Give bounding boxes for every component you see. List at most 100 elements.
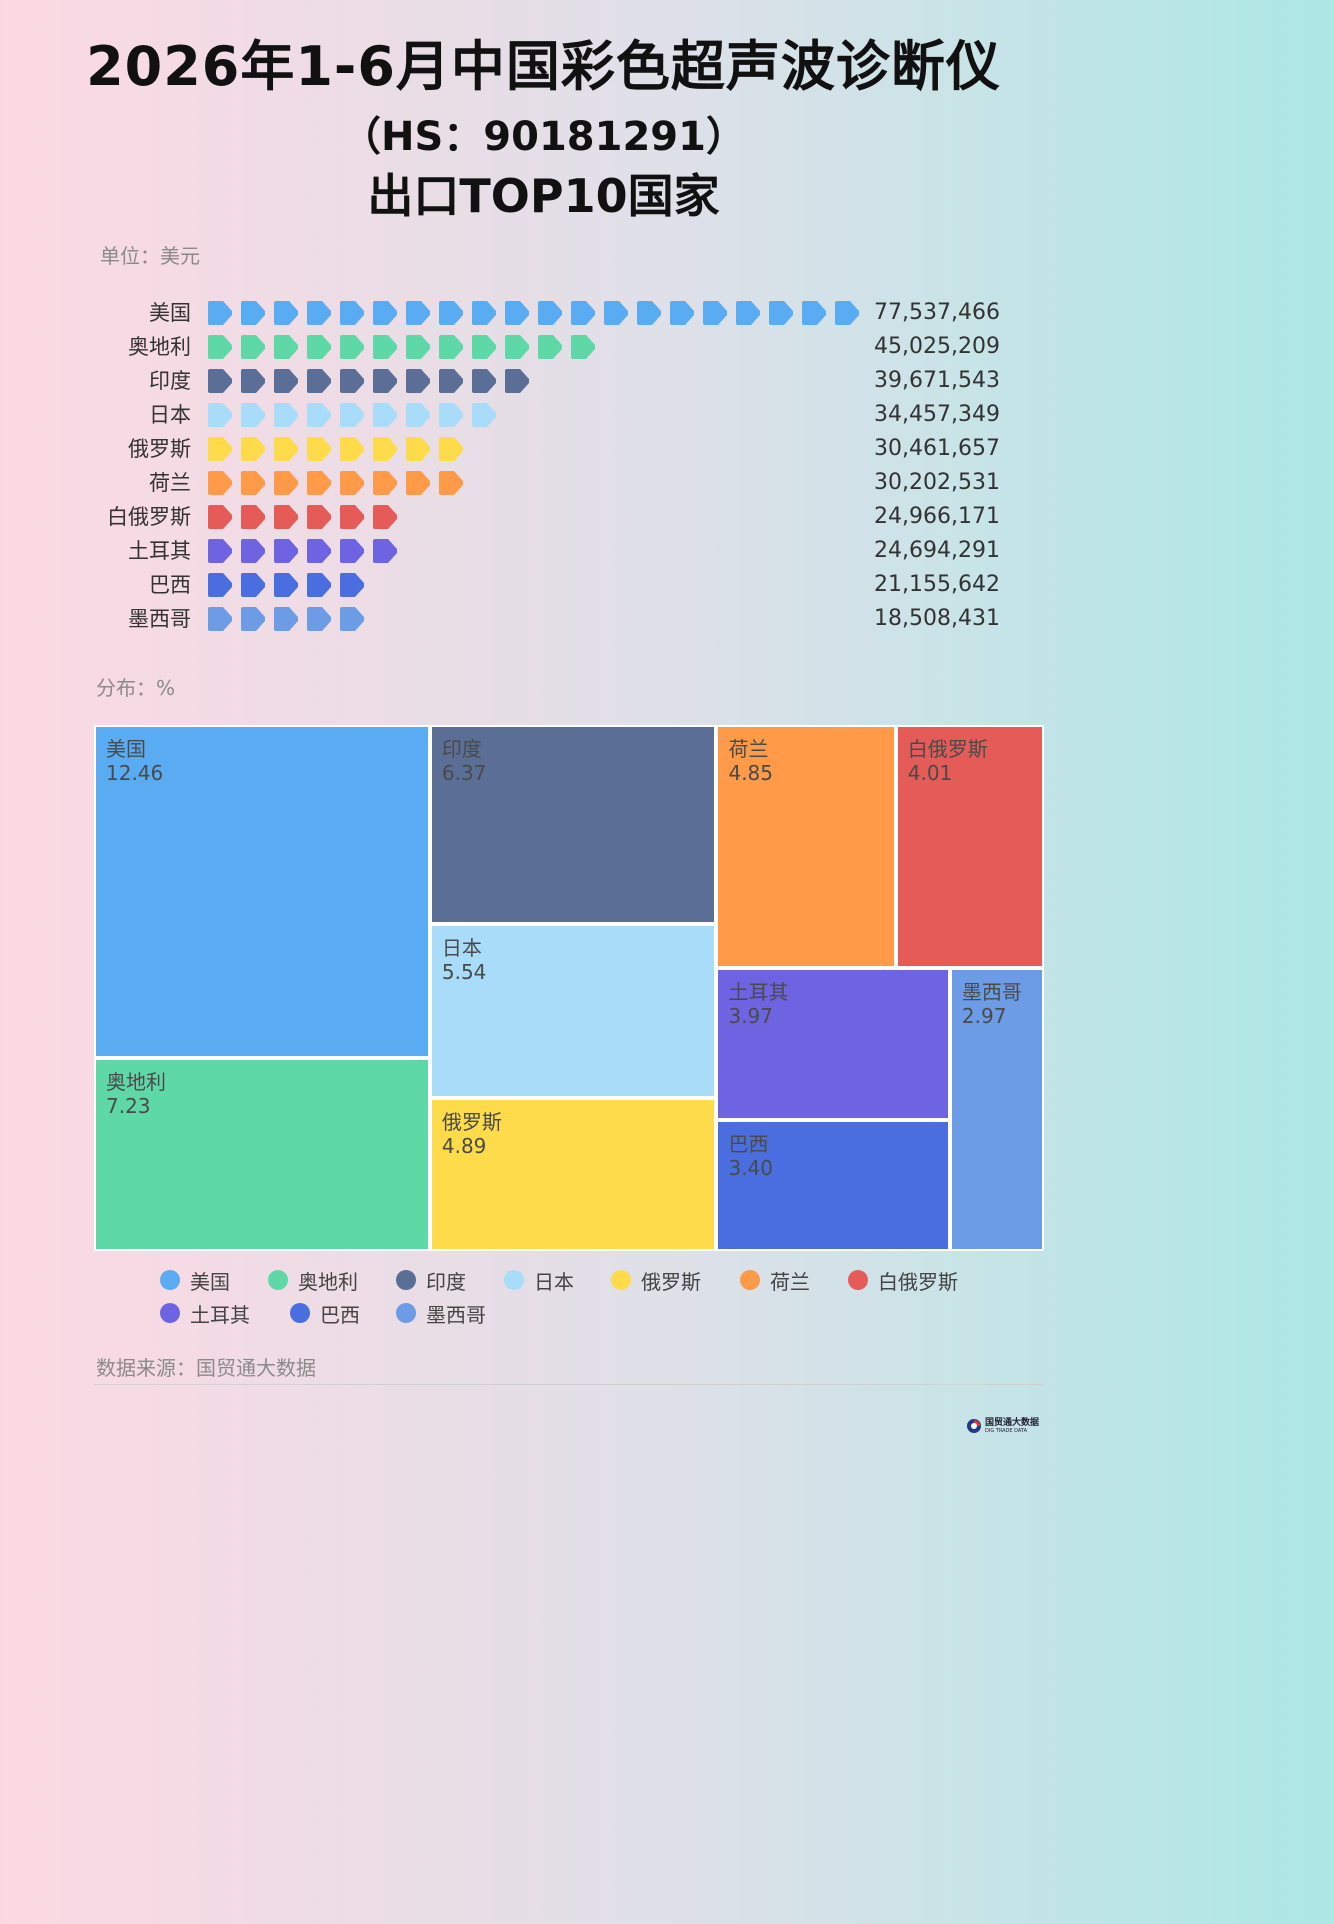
legend-label: 俄罗斯 — [641, 1269, 701, 1294]
unit-label: 单位：美元 — [100, 244, 200, 268]
tile-category-label: 日本 — [441, 936, 482, 961]
legend-item[interactable]: 奥地利 — [268, 1266, 358, 1294]
arrow-tag-icon — [439, 335, 463, 359]
legend-marker-icon — [396, 1270, 416, 1290]
legend-marker-icon — [160, 1270, 180, 1290]
arrow-tag-icon — [274, 437, 298, 461]
legend-item[interactable]: 土耳其 — [160, 1299, 250, 1327]
arrow-tag-icon — [340, 573, 364, 597]
arrow-tag-icon — [274, 369, 298, 393]
arrow-tag-icon — [736, 301, 760, 325]
legend-label: 白俄罗斯 — [878, 1269, 958, 1294]
arrow-tag-icon — [208, 573, 232, 597]
logo-icon — [967, 1419, 981, 1433]
bar-category-label: 印度 — [149, 369, 191, 393]
bar-value-label: 77,537,466 — [874, 300, 1000, 325]
legend-item[interactable]: 墨西哥 — [396, 1299, 486, 1327]
tile-category-label: 奥地利 — [106, 1069, 166, 1094]
arrow-tag-icon — [703, 301, 727, 325]
arrow-tag-icon — [274, 403, 298, 427]
arrow-tag-icon — [373, 539, 397, 563]
hs-code-subtitle: （HS：90181291） — [341, 114, 746, 160]
arrow-tag-icon — [307, 437, 331, 461]
bar-row: 荷兰 30,202,531 — [0, 466, 1087, 500]
arrow-tag-icon — [406, 369, 430, 393]
tile-value-label: 4.01 — [907, 761, 953, 785]
arrow-tag-icon — [340, 335, 364, 359]
arrow-tag-icon — [340, 539, 364, 563]
arrow-tag-icon — [439, 369, 463, 393]
legend-item[interactable]: 日本 — [504, 1266, 574, 1294]
bar-category-label: 美国 — [149, 301, 191, 325]
tile-value-label: 3.40 — [728, 1156, 773, 1181]
arrow-tag-icon — [241, 301, 265, 325]
distribution-label: 分布：% — [96, 676, 176, 700]
arrow-tag-icon — [274, 505, 298, 529]
arrow-tag-icon — [241, 437, 265, 461]
legend-marker-icon — [848, 1270, 868, 1290]
arrow-tag-icon — [505, 369, 529, 393]
legend-item[interactable]: 荷兰 — [740, 1266, 810, 1294]
arrow-tag-icon — [406, 301, 430, 325]
arrow-tag-icon — [208, 403, 232, 427]
legend-marker-icon — [611, 1270, 631, 1290]
arrow-tag-icon — [340, 369, 364, 393]
arrow-tag-icon — [307, 539, 331, 563]
legend-marker-icon — [396, 1303, 416, 1323]
arrow-tag-icon — [307, 301, 331, 325]
arrow-tag-icon — [340, 471, 364, 495]
arrow-tag-icon — [208, 607, 232, 631]
legend-item[interactable]: 巴西 — [290, 1299, 360, 1327]
logo-text: 国贸通大数据 — [985, 1418, 1040, 1428]
bar-category-label: 土耳其 — [128, 539, 191, 563]
tile-value-label: 6.37 — [441, 761, 487, 785]
arrow-tag-icon — [373, 403, 397, 427]
arrow-tag-icon — [241, 573, 265, 597]
bar-row: 巴西 21,155,642 — [0, 568, 1087, 602]
tile-category-label: 印度 — [441, 737, 482, 761]
arrow-tag-icon — [241, 505, 265, 529]
legend-item[interactable]: 白俄罗斯 — [848, 1266, 958, 1294]
bar-row: 美国 77,537,466 — [0, 296, 1087, 330]
arrow-tag-icon — [505, 301, 529, 325]
legend-item[interactable]: 俄罗斯 — [611, 1266, 701, 1294]
arrow-tag-icon — [538, 335, 562, 359]
arrow-tag-icon — [769, 301, 793, 325]
tile-category-label: 土耳其 — [728, 979, 789, 1004]
arrow-tag-icon — [208, 301, 232, 325]
tile-category-label: 墨西哥 — [961, 979, 1022, 1004]
bar-value-label: 30,461,657 — [874, 436, 1000, 461]
treemap-tile: 印度 6.37 — [429, 725, 717, 925]
arrow-tag-icon — [472, 369, 496, 393]
legend-label: 日本 — [534, 1269, 574, 1294]
bar-value-label: 30,202,531 — [874, 470, 1000, 495]
arrow-tag-icon — [472, 335, 496, 359]
legend-label: 印度 — [426, 1269, 466, 1294]
bar-category-label: 日本 — [149, 403, 191, 427]
arrow-tag-icon — [208, 437, 232, 461]
arrow-tag-icon — [208, 471, 232, 495]
arrow-tag-icon — [241, 335, 265, 359]
legend-item[interactable]: 美国 — [160, 1266, 230, 1294]
treemap-tile: 土耳其 3.97 — [716, 967, 950, 1121]
arrow-tag-icon — [307, 369, 331, 393]
arrow-tag-icon — [802, 301, 826, 325]
treemap-tile: 巴西 3.40 — [716, 1120, 950, 1251]
legend-marker-icon — [504, 1270, 524, 1290]
treemap-tile: 日本 5.54 — [429, 924, 717, 1098]
legend-label: 奥地利 — [298, 1269, 358, 1294]
arrow-tag-icon — [274, 471, 298, 495]
arrow-tag-icon — [307, 471, 331, 495]
bar-value-label: 24,966,171 — [874, 504, 1000, 529]
arrow-tag-icon — [406, 335, 430, 359]
legend-label: 土耳其 — [190, 1302, 250, 1327]
arrow-tag-icon — [208, 369, 232, 393]
arrow-tag-icon — [340, 505, 364, 529]
arrow-tag-icon — [571, 335, 595, 359]
bar-row: 墨西哥 18,508,431 — [0, 602, 1087, 636]
legend-label: 巴西 — [320, 1302, 360, 1327]
legend-item[interactable]: 印度 — [396, 1266, 466, 1294]
tile-value-label: 7.23 — [106, 1093, 151, 1118]
legend-marker-icon — [290, 1303, 310, 1323]
bar-category-label: 巴西 — [149, 573, 191, 597]
